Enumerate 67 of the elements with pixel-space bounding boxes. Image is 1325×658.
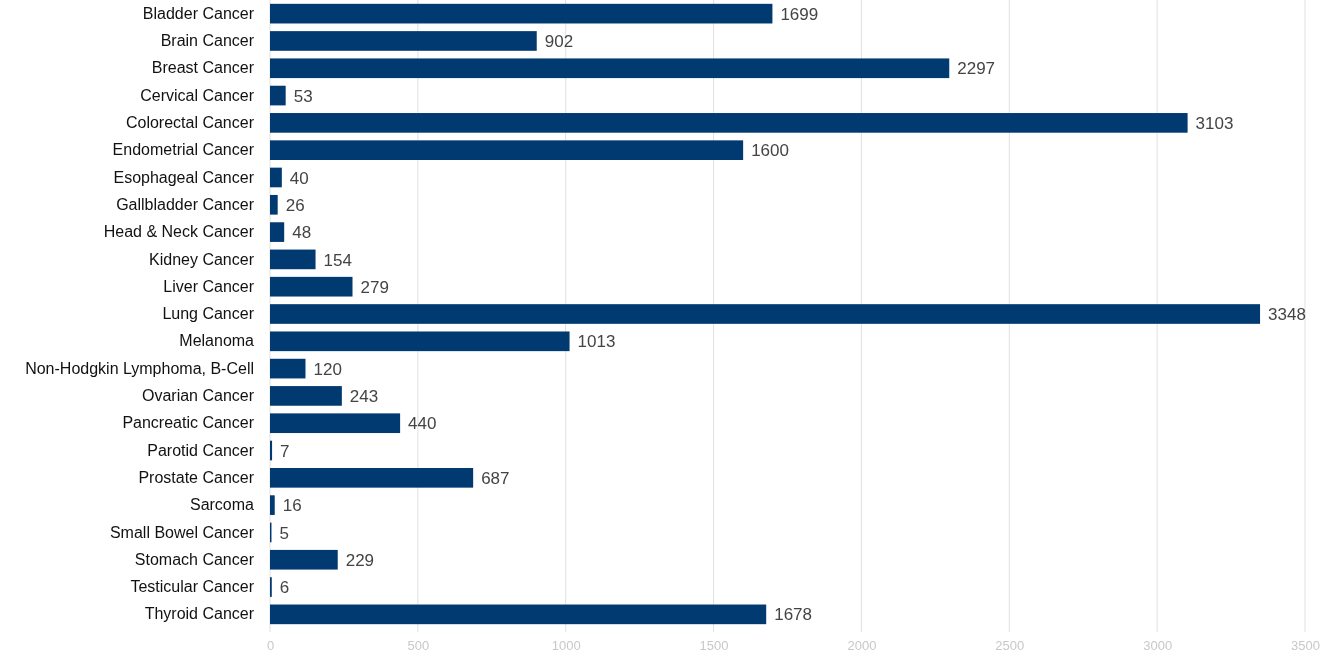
y-tick-label: Bladder Cancer [142,4,255,22]
data-label: 53 [293,86,313,106]
y-tick-label: Pancreatic Cancer [122,414,255,432]
y-tick-label: Stomach Cancer [134,550,255,568]
data-label: 902 [544,32,574,52]
y-tick-label: Breast Cancer [151,59,255,77]
data-label: 229 [345,550,375,570]
data-label: 40 [289,168,309,188]
data-label: 1013 [577,332,616,352]
bar [270,222,285,242]
data-label: 243 [349,387,379,407]
data-label: 2297 [957,59,996,79]
y-tick-label: Kidney Cancer [149,250,255,268]
data-label: 7 [280,441,290,461]
y-tick-label: Brain Cancer [160,32,255,50]
bar [270,167,282,188]
y-tick-label: Sarcoma [189,496,255,514]
data-label: 5 [279,523,289,543]
bar [270,331,570,352]
bar [270,386,342,406]
bar [270,440,273,461]
bar [270,58,950,79]
y-tick-label: Thyroid Cancer [144,605,255,623]
y-tick-label: Cervical Cancer [140,86,255,104]
y-tick-label: Prostate Cancer [138,468,255,486]
bar [270,194,278,215]
y-tick-label: Endometrial Cancer [112,141,255,159]
bar [270,276,353,297]
data-label: 1678 [774,605,813,625]
data-label: 1600 [751,141,789,161]
bar [270,113,1188,133]
data-label: 120 [313,359,342,379]
data-label: 16 [282,496,302,516]
bar [270,140,744,160]
bar [270,304,1261,324]
y-tick-label: Small Bowel Cancer [109,523,255,541]
bar [270,413,401,434]
y-tick-label: Non-Hodgkin Lymphoma, B-Cell [25,359,254,377]
data-label: 3348 [1268,305,1306,325]
y-tick-label: Head & Neck Cancer [103,223,255,241]
y-tick-label: Ovarian Cancer [141,387,255,405]
bar [270,85,286,106]
data-label: 26 [285,195,305,215]
data-label: 279 [360,277,389,297]
y-tick-label: Gallbladder Cancer [116,195,255,213]
y-tick-label: Parotid Cancer [147,441,255,459]
data-label: 154 [323,250,352,270]
data-label: 687 [481,468,510,488]
y-tick-label: Colorectal Cancer [125,113,255,131]
bar [270,604,767,625]
bar [270,495,275,515]
data-label: 440 [408,414,437,434]
bar [270,249,316,270]
bar [270,3,773,24]
bar [270,358,306,379]
data-label: 3103 [1195,113,1234,133]
y-tick-label: Testicular Cancer [130,578,255,596]
data-label: 1699 [780,4,819,24]
data-label: 6 [279,578,290,598]
y-tick-label: Melanoma [179,332,255,350]
bar [270,468,474,488]
data-label: 48 [292,223,312,243]
y-tick-label: Lung Cancer [162,305,255,323]
bar [270,31,537,51]
bar [270,549,338,570]
y-tick-label: Esophageal Cancer [113,168,255,186]
y-tick-label: Liver Cancer [163,277,255,295]
